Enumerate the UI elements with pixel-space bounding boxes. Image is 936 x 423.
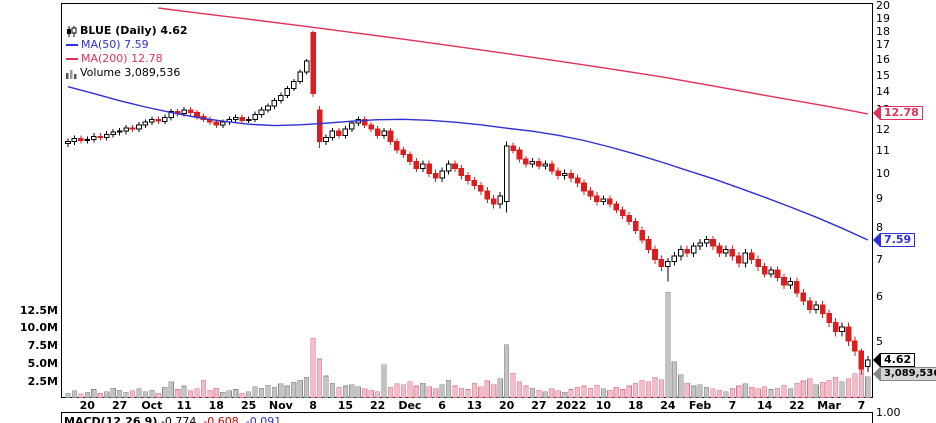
price-axis-label: 16 [876, 53, 890, 66]
date-axis-label: 8 [309, 399, 317, 412]
legend-symbol-row: BLUE (Daily) 4.62 [66, 24, 188, 38]
volume-axis-label: 5.0M [27, 356, 58, 370]
candlestick-icon [67, 25, 77, 37]
legend-ma200-row: MA(200) 12.78 [66, 52, 188, 66]
legend-volume-row: Volume 3,089,536 [66, 66, 188, 80]
date-axis-label: Nov [268, 399, 293, 412]
ma50-tag-value: 7.59 [880, 233, 916, 247]
tag-arrow-icon [873, 367, 880, 381]
ma200-label: MA(200) 12.78 [81, 52, 163, 65]
date-axis-label: 24 [660, 399, 676, 412]
date-axis-label: 27 [531, 399, 547, 412]
macd-value-1: -0.774, [160, 415, 200, 423]
macd-legend-prefix: MACD(12,26,9) [64, 415, 158, 423]
date-axis-label: 10 [595, 399, 612, 412]
volume-axis-label: 12.5M [19, 303, 58, 317]
macd-value-2: -0.608, [203, 415, 243, 423]
date-axis-label: 14 [756, 399, 773, 412]
price-axis-label: 8 [876, 220, 883, 234]
price-axis-label: 9 [876, 192, 883, 206]
volume-tag-value: 3,089,536 [880, 367, 936, 381]
volume-tag: 3,089,536 [873, 367, 936, 381]
chart-legend: BLUE (Daily) 4.62 MA(50) 7.59 MA(200) 12… [66, 24, 188, 80]
date-axis-label: 13 [466, 399, 483, 412]
date-axis-label: 18 [208, 399, 224, 412]
macd-value-3: -0.091 [245, 415, 282, 423]
legend-ma50-row: MA(50) 7.59 [66, 38, 188, 52]
date-axis-label: 27 [111, 399, 128, 412]
date-axis-label: 22 [369, 399, 386, 412]
price-volume-plot [65, 7, 871, 398]
ma50-line-icon [66, 44, 78, 46]
volume-axis-label: 2.5M [27, 374, 58, 388]
price-axis-label: 10 [876, 166, 890, 180]
price-axis-label: 15 [876, 68, 890, 82]
tag-arrow-icon [873, 233, 880, 247]
date-axis-label: 7 [728, 399, 737, 412]
date-axis-label: Mar [817, 399, 841, 412]
date-axis-label: 11 [176, 399, 192, 412]
price-axis-label: 18 [876, 24, 890, 38]
date-axis-label: 25 [240, 399, 257, 412]
date-axis-label: Feb [688, 399, 712, 412]
volume-axis-label: 7.5M [27, 339, 58, 352]
ma200-tag-value: 12.78 [880, 106, 923, 120]
volume-bars-icon [66, 69, 77, 79]
volume-axis-label: 10.0M [19, 321, 58, 335]
date-axis-label: 20 [79, 399, 95, 412]
price-axis-label: 5 [876, 334, 883, 348]
date-axis-label: 22 [789, 399, 805, 412]
lower-panel-frame [61, 412, 873, 423]
price-axis-label: 12 [876, 122, 890, 136]
lower-panel-axis-label: 1.00 [876, 406, 901, 419]
ma50-tag: 7.59 [873, 233, 916, 247]
ma200-tag: 12.78 [873, 106, 923, 120]
price-axis-label: 7 [876, 253, 883, 267]
macd-legend: MACD(12,26,9) -0.774, -0.608, -0.091 [64, 415, 281, 423]
date-axis-label: 18 [627, 399, 644, 412]
date-axis-label: Oct [141, 399, 163, 412]
last-price-tag: 4.62 [873, 353, 916, 367]
ma50-label: MA(50) 7.59 [81, 38, 149, 51]
price-axis-label: 19 [876, 11, 890, 25]
price-axis-label: 6 [876, 290, 883, 304]
date-axis-label: 6 [438, 399, 446, 412]
volume-label: Volume 3,089,536 [80, 66, 181, 79]
date-axis-label: 15 [337, 399, 354, 412]
price-axis-label: 17 [876, 38, 890, 52]
price-axis-label: 11 [876, 143, 890, 157]
price-axis-label: 20 [876, 0, 890, 12]
date-axis-label: 20 [498, 399, 515, 412]
symbol-label: BLUE (Daily) 4.62 [80, 24, 188, 37]
ma200-line-icon [66, 58, 78, 60]
tag-arrow-icon [873, 106, 880, 120]
last-price-tag-value: 4.62 [880, 353, 916, 367]
date-axis-label: Dec [398, 399, 422, 412]
price-axis-label: 14 [876, 85, 890, 99]
date-axis-label: 2022 [555, 399, 587, 412]
tag-arrow-icon [873, 353, 880, 367]
